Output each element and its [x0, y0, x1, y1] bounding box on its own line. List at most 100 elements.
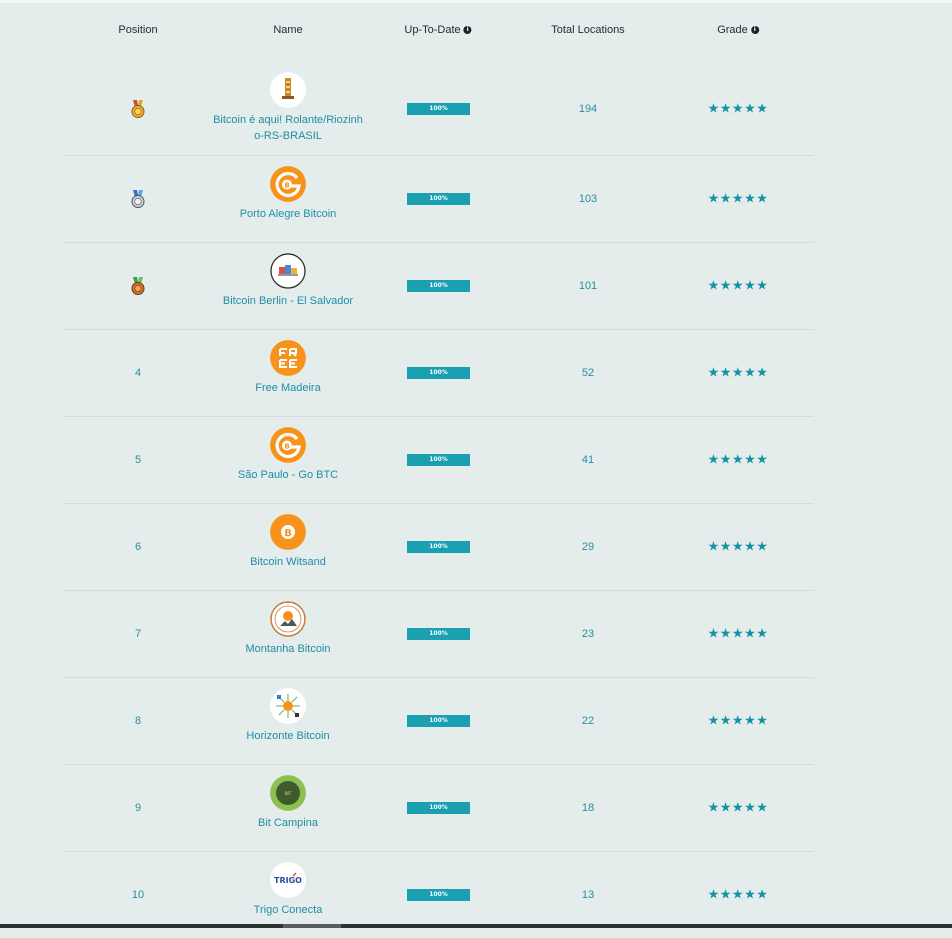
progress-label: 100%	[407, 715, 470, 727]
table-row: 10 TRIGO Trigo Conecta 100% 13 ★★★★★	[64, 852, 814, 938]
svg-text:B: B	[284, 443, 289, 451]
community-name-link[interactable]: Bit Campina	[258, 817, 318, 829]
svg-text:BIT: BIT	[285, 791, 292, 796]
progress-label: 100%	[407, 280, 470, 292]
table-row: 9 BIT Bit Campina 100% 18 ★★★★★	[64, 765, 814, 852]
silver-medal-icon	[130, 190, 146, 208]
up-to-date-progress-bar[interactable]: 100%	[407, 628, 470, 640]
grade-stars: ★★★★★	[707, 887, 769, 903]
header-name-label: Name	[273, 24, 303, 36]
community-name-link[interactable]: Free Madeira	[255, 382, 321, 394]
community-cell: B São Paulo - Go BTC	[213, 427, 363, 483]
montanha-bitcoin-logo[interactable]	[270, 601, 306, 637]
grade-stars: ★★★★★	[707, 626, 769, 642]
scrollbar-thumb[interactable]	[283, 924, 341, 928]
total-locations-value: 52	[581, 367, 595, 379]
total-locations-value: 13	[581, 889, 595, 901]
up-to-date-progress-bar[interactable]: 100%	[407, 102, 470, 115]
header-grade-label: Grade	[717, 24, 748, 36]
bitcoin-witsand-logo[interactable]: B	[270, 514, 306, 550]
header-up-to-date[interactable]: Up-To-Date i	[404, 24, 472, 36]
community-cell: TRIGO Trigo Conecta	[213, 862, 363, 918]
header-position[interactable]: Position	[118, 24, 157, 36]
community-name-link[interactable]: Montanha Bitcoin	[245, 643, 331, 655]
grade-stars: ★★★★★	[707, 539, 769, 555]
progress-label: 100%	[407, 454, 470, 466]
header-total-locations[interactable]: Total Locations	[551, 24, 624, 36]
position-value: 6	[134, 541, 142, 553]
position-value: 10	[131, 889, 145, 901]
svg-text:B: B	[284, 528, 292, 539]
table-header: Position Name Up-To-Date i Total Locatio…	[64, 0, 814, 62]
total-locations-value: 101	[578, 280, 598, 292]
grade-stars: ★★★★★	[707, 452, 769, 468]
community-name-link[interactable]: Bitcoin Witsand	[250, 556, 326, 568]
free-madeira-logo[interactable]	[270, 340, 306, 376]
total-locations-value: 29	[581, 541, 595, 553]
progress-label: 100%	[407, 889, 470, 901]
community-name-link[interactable]: Bitcoin Berlin - El Salvador	[222, 295, 354, 307]
table-row: Bitcoin Berlin - El Salvador 100% 101 ★★…	[64, 243, 814, 330]
porto-alegre-bitcoin-logo[interactable]: B	[270, 166, 306, 202]
horizonte-bitcoin-logo[interactable]	[270, 688, 306, 724]
progress-label: 100%	[407, 541, 470, 553]
position-value: 8	[134, 715, 142, 727]
sao-paulo-go-btc-logo[interactable]: B	[270, 427, 306, 463]
up-to-date-progress-bar[interactable]: 100%	[407, 280, 470, 292]
up-to-date-progress-bar[interactable]: 100%	[407, 889, 470, 901]
total-locations-value: 18	[581, 802, 595, 814]
community-cell: B Porto Alegre Bitcoin	[213, 166, 363, 222]
bit-campina-logo[interactable]: BIT	[270, 775, 306, 811]
grade-stars: ★★★★★	[707, 800, 769, 816]
gold-medal-icon	[130, 99, 146, 118]
community-cell: BIT Bit Campina	[213, 775, 363, 831]
info-icon[interactable]: i	[750, 26, 759, 34]
total-locations-value: 41	[581, 454, 595, 466]
community-name-link[interactable]: Porto Alegre Bitcoin	[239, 208, 337, 220]
position-value: 4	[134, 367, 142, 379]
total-locations-value: 103	[578, 193, 598, 205]
up-to-date-progress-bar[interactable]: 100%	[407, 193, 470, 205]
info-icon[interactable]: i	[463, 26, 472, 34]
trigo-logo-text: TRIGO	[274, 876, 302, 885]
table-row: 7 Montanha Bitcoin 100% 23 ★★★★★	[64, 591, 814, 678]
table-row: 5 B São Paulo - Go BTC 100% 41 ★★★★★	[64, 417, 814, 504]
community-name-link[interactable]: Trigo Conecta	[253, 904, 323, 916]
community-name-link[interactable]: Bitcoin é aqui! Rolante/Riozinho-RS-BRAS…	[213, 114, 363, 142]
community-cell: Montanha Bitcoin	[213, 601, 363, 657]
trigo-conecta-logo[interactable]: TRIGO	[270, 862, 306, 898]
bronze-medal-icon	[130, 277, 146, 295]
total-locations-value: 22	[581, 715, 595, 727]
progress-label: 100%	[407, 193, 470, 205]
up-to-date-progress-bar[interactable]: 100%	[407, 715, 470, 727]
community-cell: B Bitcoin Witsand	[213, 514, 363, 570]
position-value: 7	[134, 628, 142, 640]
progress-label: 100%	[407, 102, 470, 115]
table-row: 4 Free Madeira 100% 52 ★★★★★	[64, 330, 814, 417]
table-row: 8 Horizonte Bitcoin 100% 22 ★★★★★	[64, 678, 814, 765]
up-to-date-progress-bar[interactable]: 100%	[407, 802, 470, 814]
grade-stars: ★★★★★	[707, 365, 769, 381]
grade-stars: ★★★★★	[707, 278, 769, 294]
position-value: 5	[134, 454, 142, 466]
up-to-date-progress-bar[interactable]: 100%	[407, 367, 470, 379]
community-name-link[interactable]: São Paulo - Go BTC	[237, 469, 339, 481]
svg-text:B: B	[284, 182, 289, 190]
grade-stars: ★★★★★	[707, 191, 769, 207]
up-to-date-progress-bar[interactable]: 100%	[407, 454, 470, 466]
grade-stars: ★★★★★	[707, 713, 769, 729]
progress-label: 100%	[407, 367, 470, 379]
table-row: Bitcoin é aqui! Rolante/Riozinho-RS-BRAS…	[64, 62, 814, 156]
position-value: 9	[134, 802, 142, 814]
horizontal-scrollbar[interactable]	[0, 924, 952, 928]
community-name-link[interactable]: Horizonte Bitcoin	[246, 730, 330, 742]
up-to-date-progress-bar[interactable]: 100%	[407, 541, 470, 553]
header-name[interactable]: Name	[273, 24, 302, 36]
header-total-locations-label: Total Locations	[551, 24, 625, 36]
bitcoin-e-aqui-logo[interactable]	[270, 72, 306, 108]
header-grade[interactable]: Grade i	[717, 24, 759, 36]
progress-label: 100%	[407, 802, 470, 814]
grade-stars: ★★★★★	[707, 101, 769, 116]
bitcoin-berlin-logo[interactable]	[270, 253, 306, 289]
header-position-label: Position	[118, 24, 158, 36]
